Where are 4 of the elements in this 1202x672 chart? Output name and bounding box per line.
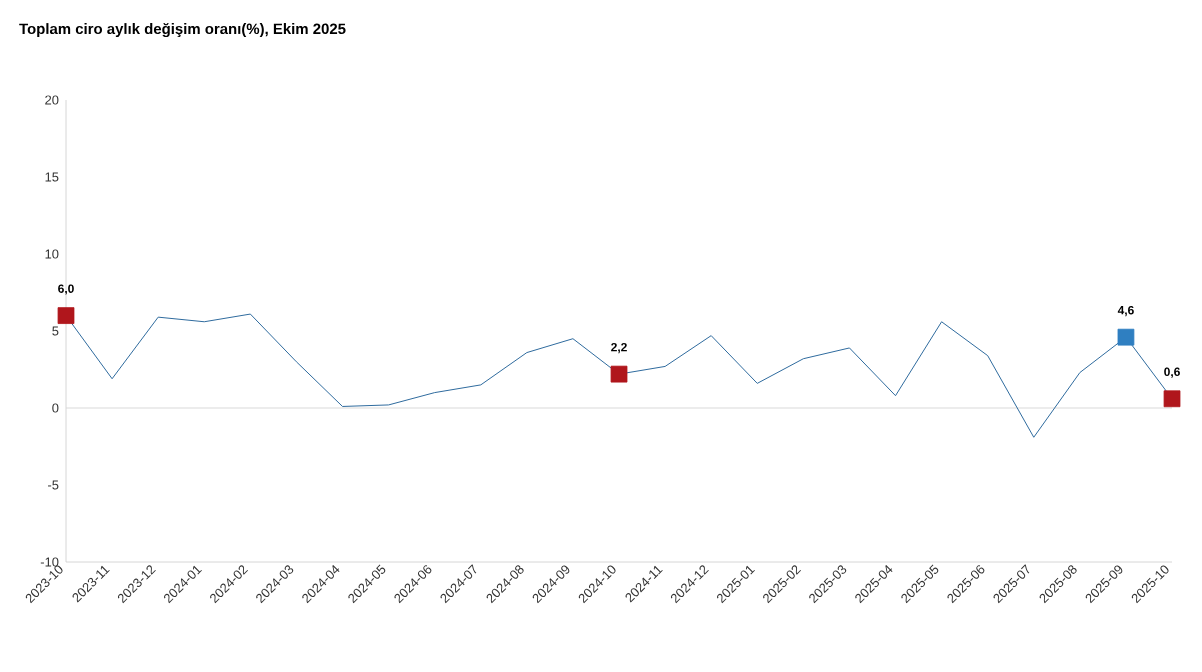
point <box>57 307 75 324</box>
point <box>610 365 628 383</box>
point <box>1117 328 1135 346</box>
point <box>1163 390 1181 408</box>
